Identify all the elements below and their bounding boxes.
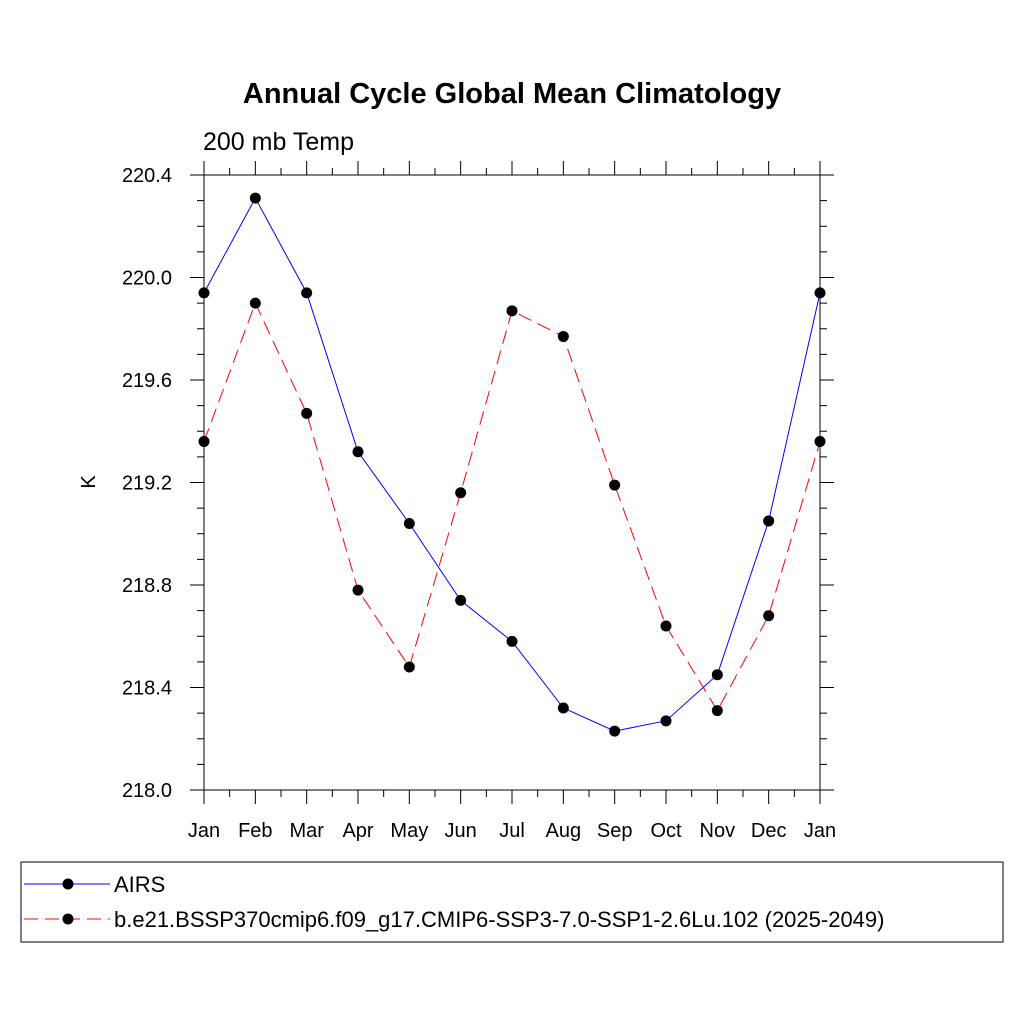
major-ticks: [190, 161, 834, 804]
series-2-point: [352, 584, 364, 596]
series-1-point: [557, 702, 569, 714]
series-2-point: [660, 620, 672, 632]
series-1-point: [198, 287, 210, 299]
series-2-point: [249, 297, 261, 309]
y-axis-label: K: [78, 475, 100, 489]
y-tick-label: 219.6: [122, 370, 172, 392]
x-tick-label: Feb: [238, 820, 272, 842]
series-2-point: [711, 705, 723, 717]
x-tick-label: Apr: [342, 820, 373, 842]
legend-marker-1: [62, 878, 74, 890]
legend-marker-2: [62, 913, 74, 925]
series-2-point: [814, 436, 826, 447]
legend-label-1: AIRS: [114, 872, 165, 897]
series-2-point: [403, 661, 415, 673]
series-2-point: [506, 305, 518, 317]
series-2-point: [557, 330, 569, 342]
chart-subtitle: 200 mb Temp: [203, 128, 354, 156]
y-tick-label: 218.4: [122, 678, 172, 700]
series-2-point: [609, 479, 621, 491]
legend: AIRS b.e21.BSSP370cmip6.f09_g17.CMIP6-SSP…: [24, 872, 884, 932]
x-tick-label: Jun: [445, 820, 477, 842]
series-1-point: [609, 725, 621, 737]
x-tick-label: Nov: [700, 820, 736, 842]
series-1-point: [352, 446, 364, 458]
x-tick-label: Aug: [546, 820, 582, 842]
x-tick-label: Sep: [597, 820, 633, 842]
plot-frame: [203, 174, 821, 791]
series-1-point: [249, 192, 261, 204]
y-tick-labels: 218.0 218.4 218.8 219.2 219.6 220.0 220.4: [122, 165, 172, 802]
x-tick-label: Dec: [751, 820, 787, 842]
chart-title: Annual Cycle Global Mean Climatology: [243, 78, 781, 110]
series-1-point: [763, 515, 775, 527]
series-layer: [198, 192, 826, 737]
series-1-point: [403, 518, 415, 529]
legend-box: [20, 861, 1004, 943]
legend-label-2: b.e21.BSSP370cmip6.f09_g17.CMIP6-SSP3-7.…: [114, 907, 884, 932]
y-tick-label: 218.8: [122, 575, 172, 597]
series-1-point: [711, 669, 723, 681]
x-tick-label: Jul: [499, 820, 525, 842]
x-tick-label: Mar: [289, 820, 324, 842]
x-tick-label: May: [390, 820, 428, 842]
series-1-point: [660, 715, 672, 727]
x-tick-label: Oct: [650, 820, 682, 842]
y-tick-label: 220.0: [122, 268, 172, 290]
x-tick-label: Jan: [804, 820, 836, 842]
series-line-2: [203, 301, 821, 712]
series-2-point: [301, 407, 313, 419]
series-1-point: [455, 594, 467, 606]
series-1-point: [506, 635, 518, 647]
x-tick-labels: Jan Feb Mar Apr May Jun Jul Aug Sep Oct Nov Dec Jan: [188, 820, 836, 842]
y-tick-label: 218.0: [122, 780, 172, 802]
x-tick-label: Jan: [188, 820, 220, 842]
series-1-point: [814, 287, 826, 299]
series-2-point: [763, 610, 775, 622]
y-tick-label: 219.2: [122, 473, 172, 495]
minor-ticks: [197, 168, 827, 797]
series-2-point: [455, 487, 467, 499]
y-tick-label: 220.4: [122, 165, 172, 187]
series-line-1: [203, 197, 821, 732]
series-2-point: [198, 436, 210, 447]
series-1-point: [301, 287, 313, 299]
